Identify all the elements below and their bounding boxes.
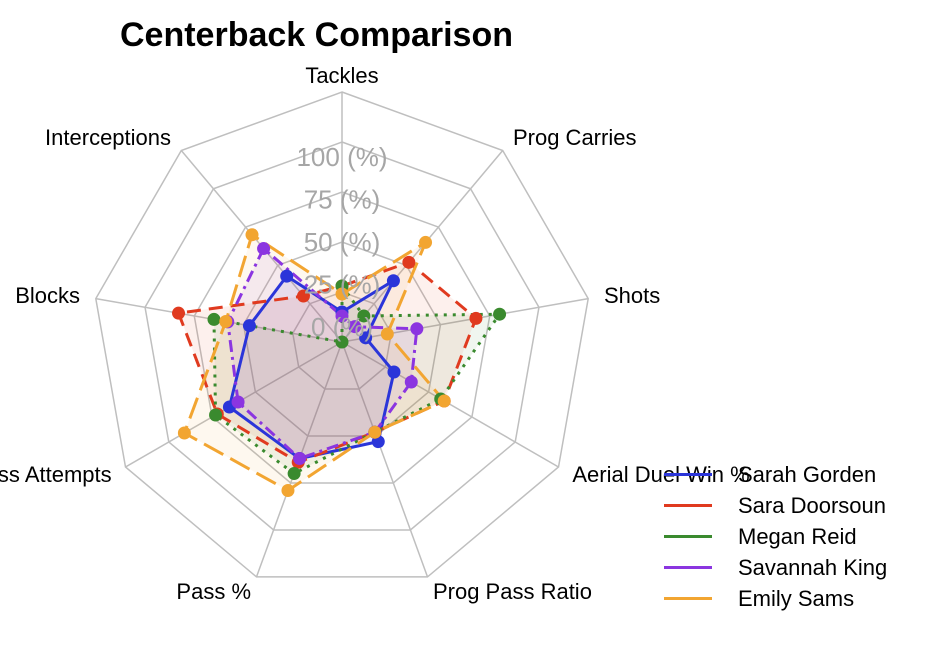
data-point	[419, 235, 433, 249]
grid-ring	[242, 241, 442, 437]
data-point	[280, 269, 294, 283]
data-point	[335, 287, 349, 301]
data-point	[437, 394, 451, 408]
data-point	[207, 312, 221, 326]
series-lines	[177, 233, 502, 492]
series-line	[177, 260, 478, 464]
data-point	[368, 425, 382, 439]
data-point	[296, 289, 310, 303]
axis-label: Aerial Duel Win %	[572, 462, 749, 487]
series-line	[226, 247, 419, 461]
data-point	[209, 408, 223, 422]
axis-labels: Tackles Prog Carries Shots Aerial Duel Win …	[0, 63, 750, 604]
grid-ring	[144, 141, 540, 531]
legend-swatch	[664, 504, 712, 507]
data-point	[335, 309, 349, 323]
radial-tick-label: 50 (%)	[304, 227, 381, 257]
data-point	[402, 255, 416, 269]
grid-ring	[193, 191, 491, 484]
axis-label: Blocks	[15, 283, 80, 308]
legend-label: Emily Sams	[738, 585, 855, 611]
grid-spoke	[341, 341, 559, 468]
legend-swatch	[664, 473, 712, 476]
legend: Sarah Gorden Sara Doorsoun Megan Reid Savan…	[664, 459, 887, 614]
data-point	[257, 242, 271, 256]
axis-label: Interceptions	[45, 125, 171, 150]
legend-label: Sarah Gorden	[738, 461, 877, 487]
axis-label: Prog Pass Ratio	[433, 579, 592, 604]
legend-swatch	[664, 597, 712, 600]
legend-item: Sarah Gorden	[664, 459, 887, 490]
data-point	[404, 375, 418, 389]
legend-label: Savannah King	[738, 554, 888, 580]
data-point	[380, 327, 394, 341]
data-point	[177, 426, 191, 440]
series-fill	[213, 286, 500, 474]
data-point	[335, 335, 349, 349]
data-point	[231, 395, 245, 409]
data-point	[410, 322, 424, 336]
legend-label: Megan Reid	[738, 523, 857, 549]
axis-label: Pass Attempts	[0, 462, 112, 487]
data-point	[386, 274, 400, 288]
data-point	[493, 307, 507, 321]
legend-item: Megan Reid	[664, 521, 887, 552]
radial-tick-label: 25 (%)	[304, 270, 381, 300]
data-point	[242, 319, 256, 333]
data-point	[293, 452, 307, 466]
data-point	[357, 309, 371, 323]
data-point	[172, 306, 186, 320]
axis-label: Tackles	[305, 63, 378, 88]
data-point	[245, 228, 259, 242]
legend-item: Emily Sams	[664, 583, 887, 614]
axis-label: Pass %	[176, 579, 251, 604]
axis-label: Shots	[604, 283, 660, 308]
series-fill	[178, 262, 476, 463]
data-point	[359, 331, 373, 345]
radial-tick-label: 100 (%)	[296, 142, 387, 172]
legend-label: Sara Doorsoun	[738, 492, 886, 518]
data-point	[287, 467, 301, 481]
legend-swatch	[664, 566, 712, 569]
chart-title: Centerback Comparison	[120, 16, 513, 54]
radial-tick-labels: 0 (%) 25 (%) 50 (%) 75 (%) 100 (%)	[296, 142, 387, 342]
data-point	[219, 315, 233, 329]
legend-item: Sara Doorsoun	[664, 490, 887, 521]
radial-tick-label: 75 (%)	[304, 185, 381, 215]
data-point	[348, 320, 362, 334]
radial-tick-label: 0 (%)	[311, 312, 373, 342]
data-point	[281, 483, 295, 497]
grid-ring	[291, 291, 393, 390]
grid-ring-outer	[95, 91, 589, 578]
series-points	[172, 228, 507, 497]
legend-swatch	[664, 535, 712, 538]
grid-spoke	[341, 341, 429, 578]
axis-label: Prog Carries	[513, 125, 636, 150]
legend-item: Savannah King	[664, 552, 887, 583]
data-point	[469, 311, 483, 325]
data-point	[387, 365, 401, 379]
